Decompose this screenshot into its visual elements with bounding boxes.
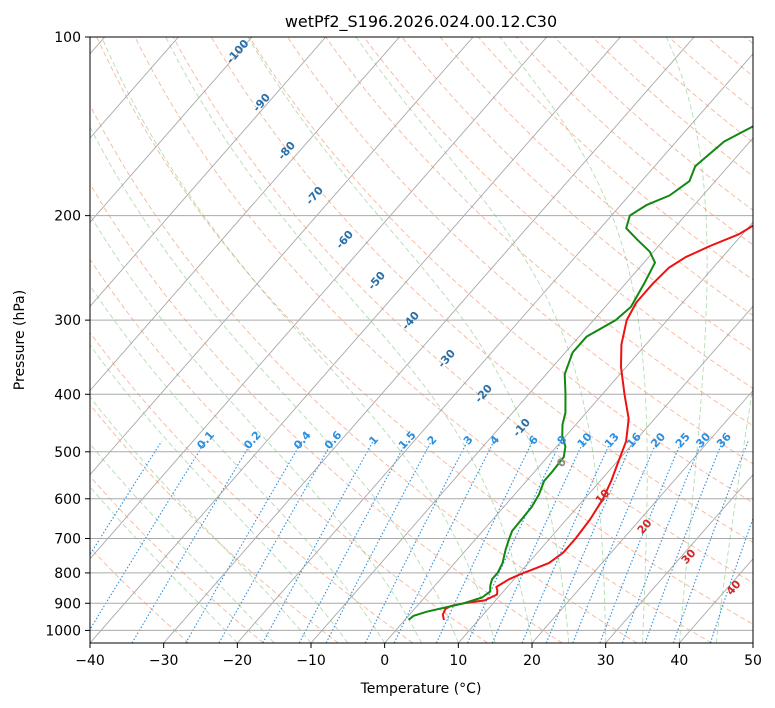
dry-adiabat-line — [439, 37, 753, 317]
x-tick-label: −40 — [75, 653, 105, 669]
isotherm-line — [310, 137, 753, 643]
dry-adiabat-line — [401, 37, 753, 353]
y-tick-label: 1000 — [45, 623, 81, 639]
mixing-ratio-line — [644, 441, 724, 643]
x-tick-label: −10 — [296, 653, 326, 669]
dry-adiabat-line — [90, 258, 488, 643]
isotherm-line — [90, 37, 253, 223]
isotherm-line — [457, 305, 753, 643]
x-tick-label: −20 — [223, 653, 253, 669]
isotherm-line — [90, 37, 548, 560]
isotherm-line — [163, 37, 695, 643]
mixing-ratio-lines — [90, 441, 753, 643]
mixing-ratio-line — [185, 441, 303, 643]
y-axis-label: Pressure (hPa) — [12, 290, 28, 390]
isobar-gridlines — [90, 37, 753, 631]
sounding-profiles — [407, 125, 753, 621]
moist-adiabat-line — [247, 37, 570, 643]
moist-adiabat-line — [90, 486, 238, 643]
y-tick-label: 800 — [54, 566, 81, 582]
skewed-isotherms — [90, 37, 753, 643]
dry-adiabat-line — [90, 331, 414, 643]
x-tick-label: 40 — [670, 653, 688, 669]
mixing-ratio-line — [709, 517, 753, 643]
dry-adiabat-line — [90, 183, 563, 643]
mixing-ratio-line — [545, 441, 634, 643]
isotherm-line — [531, 389, 753, 643]
mixing-ratio-line — [131, 441, 253, 643]
y-tick-label: 200 — [54, 209, 81, 225]
dewpoint-profile-line — [407, 125, 753, 621]
mixing-ratio-line — [672, 441, 749, 643]
mixing-ratio-line — [298, 441, 408, 643]
chart-title: wetPf2_S196.2026.024.00.12.C30 — [285, 12, 557, 32]
moist-adiabat-line — [90, 396, 312, 643]
y-tick-label: 300 — [54, 313, 81, 329]
x-tick-label: 10 — [449, 653, 467, 669]
x-tick-label: 20 — [523, 653, 541, 669]
x-tick-label: −30 — [149, 653, 179, 669]
y-axis-ticks: 1000 900 800 700 600 500 400 300 200 100 — [45, 30, 90, 639]
moist-adiabat-line — [90, 443, 275, 643]
dry-adiabat-line — [172, 37, 753, 584]
moist-adiabat-line — [499, 37, 648, 643]
x-tick-label: 50 — [744, 653, 762, 669]
plot-area: -100-90-80-70-60-50-40-30-20-100.1 0.2 0.4… — [90, 37, 753, 643]
dry-adiabat-line — [363, 37, 753, 389]
temperature-profile-line — [441, 224, 753, 621]
y-tick-label: 500 — [54, 445, 81, 461]
isotherm-line — [605, 473, 753, 643]
x-axis-label: Temperature (°C) — [360, 681, 482, 697]
mixing-ratio-line — [599, 441, 683, 643]
mixing-ratio-line — [572, 441, 658, 643]
moist-adiabat-line — [90, 284, 386, 643]
x-tick-label: 0 — [380, 653, 389, 669]
y-tick-label: 700 — [54, 532, 81, 548]
moist-adiabat-line — [165, 37, 533, 643]
x-tick-label: 30 — [597, 653, 615, 669]
dry-adiabat-line — [90, 104, 638, 643]
y-tick-label: 600 — [54, 492, 81, 508]
moist-adiabat-line — [90, 214, 422, 643]
moist-adiabat-line — [355, 37, 607, 643]
y-tick-label: 400 — [54, 387, 81, 403]
dry-adiabat-line — [515, 37, 753, 246]
moist-adiabat-line — [90, 125, 459, 643]
y-tick-label: 100 — [54, 30, 81, 46]
x-axis-ticks: −40 −30 −20 −10 0 10 20 30 40 50 — [75, 643, 762, 669]
mixing-ratio-line — [435, 441, 533, 643]
dry-adiabat-line — [592, 37, 753, 177]
isotherm-line — [90, 37, 327, 308]
y-tick-label: 900 — [54, 596, 81, 612]
mixing-ratio-line — [325, 441, 432, 643]
mixing-ratio-line — [393, 441, 495, 643]
mixing-ratio-line — [521, 441, 612, 643]
dry-adiabat-line — [325, 37, 753, 427]
isotherm-line — [90, 37, 621, 643]
isotherm-line — [384, 221, 753, 643]
moist-adiabat-line — [715, 382, 753, 643]
dry-adiabat-line — [134, 37, 753, 625]
isotherm-line — [90, 37, 474, 476]
mixing-ratio-line — [90, 441, 206, 631]
plot-frame — [89, 36, 754, 644]
mixing-ratio-line — [90, 441, 163, 556]
mixing-ratio-line — [364, 441, 468, 643]
moist-adiabats — [90, 37, 753, 643]
dry-adiabat-line — [96, 37, 712, 643]
moist-adiabat-line — [665, 37, 708, 643]
isotherm-line — [236, 53, 753, 643]
isotherm-line — [90, 37, 400, 392]
